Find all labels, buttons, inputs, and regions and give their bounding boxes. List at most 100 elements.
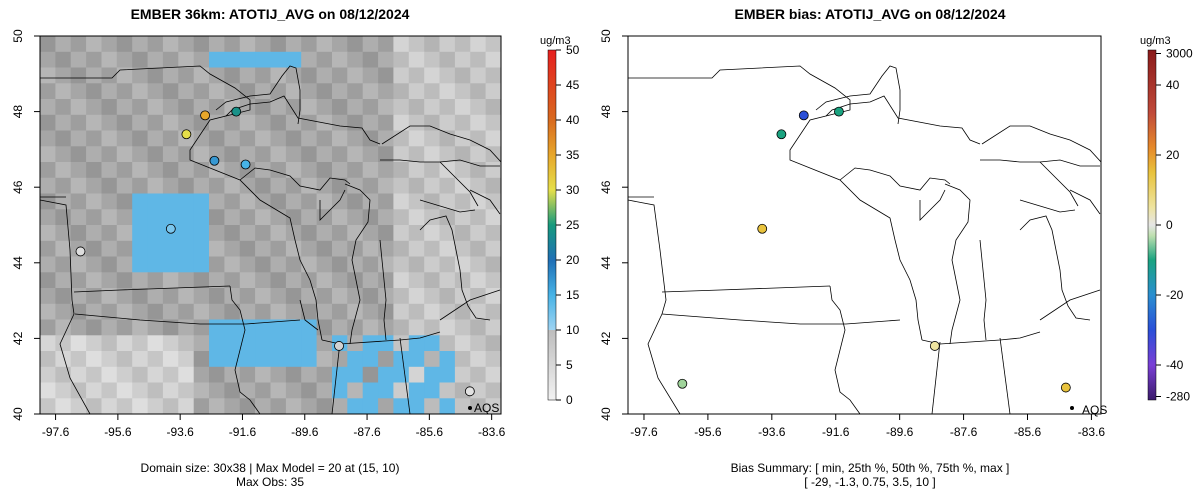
model-cell <box>162 335 179 352</box>
model-cell <box>255 51 271 69</box>
model-cell <box>55 67 72 84</box>
model-cell <box>40 288 56 305</box>
model-cell <box>454 288 471 305</box>
x-tick-label: -83.6 <box>478 425 506 439</box>
model-cell <box>40 67 56 84</box>
model-cell <box>132 162 149 179</box>
plot-frame <box>627 35 1102 415</box>
model-cell <box>362 366 379 384</box>
model-cell <box>55 51 72 69</box>
model-cell <box>485 256 501 273</box>
bias-map-plot: -97.6 -95.6 -93.6 -91.6 -89.6 -87.6 -85.6 -83.6… <box>600 29 1193 439</box>
model-cell <box>116 398 133 414</box>
model-cell <box>347 209 364 226</box>
model-cell <box>301 114 318 132</box>
model-cell <box>224 256 241 273</box>
colorbar-tick-label: 35 <box>566 148 580 162</box>
model-cell <box>40 51 56 69</box>
x-tick-label: -87.6 <box>353 425 381 439</box>
model-cell <box>162 67 179 84</box>
colorbar-tick-label: 40 <box>566 113 580 127</box>
model-cell <box>40 240 56 258</box>
model-cell <box>116 351 133 368</box>
station-point <box>231 106 242 117</box>
model-cell <box>470 366 487 384</box>
station-point <box>240 159 251 170</box>
model-cell <box>270 398 287 414</box>
model-cell <box>209 36 225 53</box>
model-cell <box>485 83 501 100</box>
model-cell <box>116 366 133 384</box>
model-cell <box>393 162 410 179</box>
model-cell <box>55 366 72 384</box>
model-cell <box>470 351 487 368</box>
model-cell <box>347 193 364 210</box>
model-cell <box>255 209 271 226</box>
model-cell <box>132 240 149 258</box>
model-cell <box>209 130 225 147</box>
colorbar-ticks: 0 5 10 15 20 25 30 35 40 45 50 <box>556 43 580 407</box>
x-axis: -97.6 -95.6 -93.6 -91.6 -89.6 -87.6 -85.6 -83.6 <box>42 414 506 439</box>
model-cell <box>332 303 348 321</box>
y-tick-label: 40 <box>600 407 613 421</box>
model-cell <box>101 319 118 336</box>
model-cell <box>224 366 241 384</box>
model-cell <box>193 83 210 100</box>
model-cell <box>439 36 456 53</box>
model-cell <box>347 288 364 305</box>
model-cell <box>270 272 287 289</box>
model-cell <box>209 240 225 258</box>
model-cell <box>332 51 348 69</box>
model-cell <box>116 319 133 336</box>
model-cell <box>40 398 56 414</box>
colorbar-tick-label: -40 <box>1166 358 1184 372</box>
model-cell <box>332 209 348 226</box>
model-cell <box>362 351 379 368</box>
model-cell <box>86 209 102 226</box>
model-cell <box>408 382 425 399</box>
model-cell <box>270 225 287 242</box>
model-cell <box>224 162 241 179</box>
model-cell <box>147 36 164 53</box>
model-cell <box>162 351 179 368</box>
y-axis: 40 42 44 46 48 50 <box>11 29 40 421</box>
model-cell <box>347 225 364 242</box>
model-cell <box>70 83 87 100</box>
model-cell <box>347 366 364 384</box>
model-cell <box>285 177 302 195</box>
model-cell <box>378 36 394 53</box>
model-cell <box>101 83 118 100</box>
chart-title: EMBER bias: ATOTIJ_AVG on 08/12/2024 <box>734 6 1006 22</box>
model-cell <box>178 99 195 116</box>
station-point <box>929 341 940 351</box>
model-cell <box>224 288 241 305</box>
model-cell <box>378 398 394 414</box>
model-cell <box>147 67 164 84</box>
model-cell <box>424 319 441 336</box>
model-cell <box>270 335 287 352</box>
model-cell <box>408 177 425 195</box>
model-cell <box>224 67 241 84</box>
model-cell <box>485 382 501 399</box>
model-cell <box>378 114 394 132</box>
model-cell <box>470 240 487 258</box>
model-map-plot: -97.6 -95.6 -93.6 -91.6 -89.6 -87.6 -85.6 -83.6… <box>11 29 580 439</box>
model-cell <box>132 351 149 368</box>
model-cell <box>147 146 164 163</box>
model-cell <box>70 319 87 336</box>
model-cell <box>332 288 348 305</box>
y-tick-label: 46 <box>11 180 25 194</box>
model-cell <box>55 177 72 195</box>
model-cell <box>193 177 210 195</box>
model-cell <box>485 351 501 368</box>
model-cell <box>116 36 133 53</box>
station-point <box>776 129 787 140</box>
model-cell <box>362 272 379 289</box>
model-cell <box>101 272 118 289</box>
model-cell <box>270 303 287 321</box>
model-cell <box>270 193 287 210</box>
model-cell <box>408 272 425 289</box>
model-cell <box>209 272 225 289</box>
colorbar-tick-label: 25 <box>566 218 580 232</box>
model-cell <box>393 382 410 399</box>
